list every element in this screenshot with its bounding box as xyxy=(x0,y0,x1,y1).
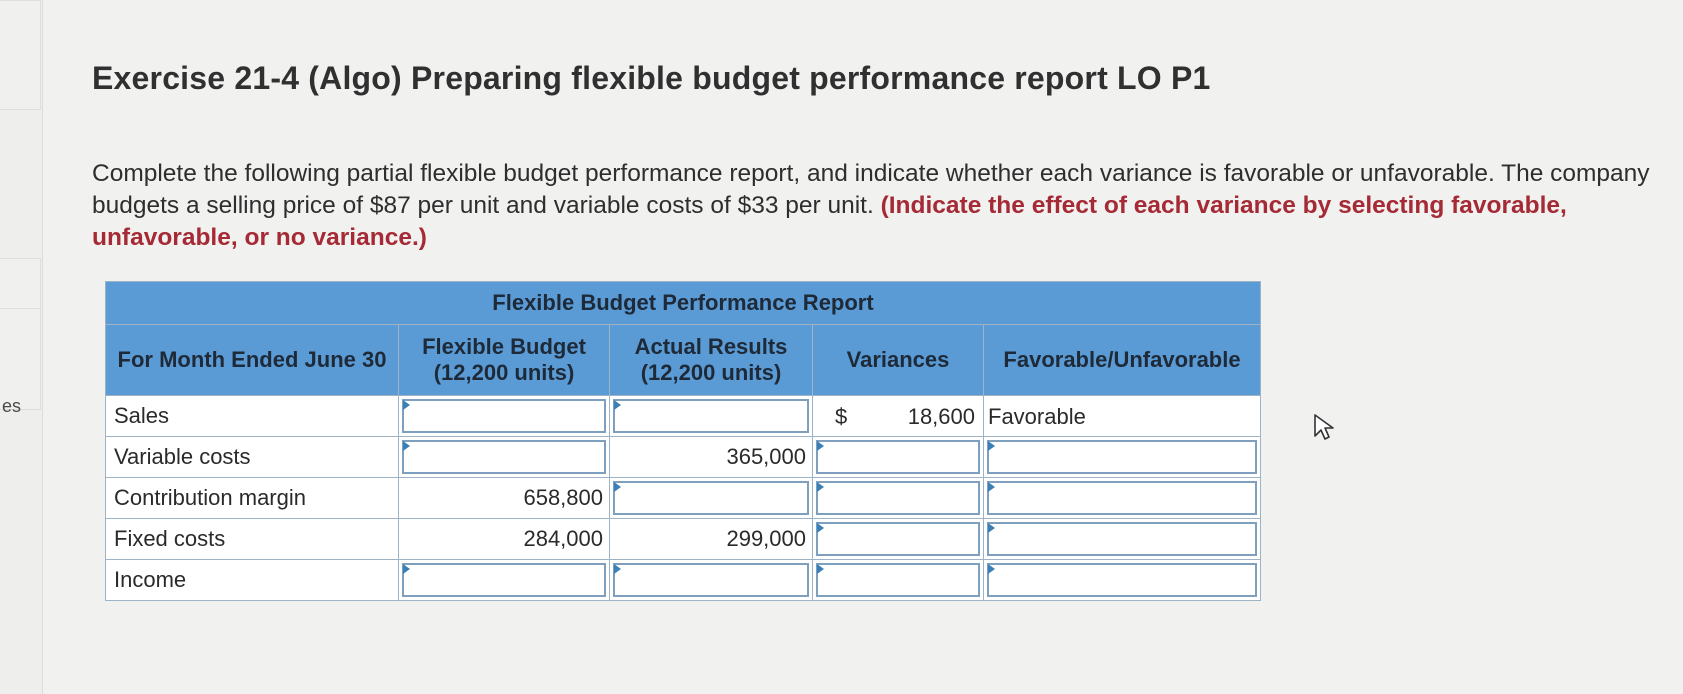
contribution-margin-variance-input[interactable] xyxy=(816,481,980,515)
income-actual-input[interactable] xyxy=(613,563,809,597)
instructions-text: Complete the following partial flexible … xyxy=(92,160,1650,219)
row-label-fixed-costs: Fixed costs xyxy=(105,518,399,560)
flexible-budget-report-table: Flexible Budget Performance Report For M… xyxy=(105,281,1261,601)
sidebar-partial-label: es xyxy=(2,396,22,416)
instructions-highlight: (Indicate the effect of each variance by… xyxy=(92,192,1567,251)
sidebar-panel[interactable] xyxy=(0,308,41,410)
table-row: Fixed costs 284,000 299,000 xyxy=(105,518,1261,560)
table-row: Sales $ 18,600 Favorable xyxy=(105,395,1261,437)
contribution-margin-flexible-value: 658,800 xyxy=(398,477,610,519)
sales-flexible-input[interactable] xyxy=(402,399,606,433)
page-title: Exercise 21-4 (Algo) Preparing flexible … xyxy=(92,60,1211,96)
contribution-margin-actual-cell xyxy=(609,477,813,519)
sales-flexible-cell xyxy=(398,395,610,437)
header-variances: Variances xyxy=(812,324,984,396)
sales-variance-value: 18,600 xyxy=(907,404,975,429)
report-title: Flexible Budget Performance Report xyxy=(105,281,1261,325)
row-label-contribution-margin: Contribution margin xyxy=(105,477,399,519)
income-actual-cell xyxy=(609,559,813,601)
header-period: For Month Ended June 30 xyxy=(105,324,399,396)
left-sidebar xyxy=(0,0,43,694)
mouse-pointer-icon xyxy=(1314,414,1334,440)
variable-costs-flexible-cell xyxy=(398,436,610,478)
variable-costs-favorable-cell xyxy=(983,436,1261,478)
header-favorable-unfavorable: Favorable/Unfavorable xyxy=(983,324,1261,396)
fixed-costs-favorable-cell xyxy=(983,518,1261,560)
sidebar-panel[interactable] xyxy=(0,258,41,310)
fixed-costs-favorable-select[interactable] xyxy=(987,522,1257,556)
income-favorable-cell xyxy=(983,559,1261,601)
contribution-margin-favorable-select[interactable] xyxy=(987,481,1257,515)
fixed-costs-variance-cell xyxy=(812,518,984,560)
sales-favorable-cell: Favorable xyxy=(983,395,1261,437)
variable-costs-flexible-input[interactable] xyxy=(402,440,606,474)
income-variance-input[interactable] xyxy=(816,563,980,597)
header-flexible-budget: Flexible Budget (12,200 units) xyxy=(398,324,610,396)
header-actual-results-units: (12,200 units) xyxy=(640,360,782,385)
income-favorable-select[interactable] xyxy=(987,563,1257,597)
contribution-margin-variance-cell xyxy=(812,477,984,519)
variable-costs-favorable-select[interactable] xyxy=(987,440,1257,474)
table-row: Contribution margin 658,800 xyxy=(105,477,1261,519)
header-actual-results: Actual Results (12,200 units) xyxy=(609,324,813,396)
sidebar-panel[interactable] xyxy=(0,0,41,110)
table-row: Income xyxy=(105,559,1261,601)
row-label-variable-costs: Variable costs xyxy=(105,436,399,478)
instructions: Complete the following partial flexible … xyxy=(92,158,1672,254)
table-row: Variable costs 365,000 xyxy=(105,436,1261,478)
sales-actual-input[interactable] xyxy=(613,399,809,433)
variable-costs-variance-cell xyxy=(812,436,984,478)
sales-variance-cell: $ 18,600 xyxy=(812,395,984,437)
income-flexible-input[interactable] xyxy=(402,563,606,597)
income-flexible-cell xyxy=(398,559,610,601)
variable-costs-variance-input[interactable] xyxy=(816,440,980,474)
row-label-income: Income xyxy=(105,559,399,601)
income-variance-cell xyxy=(812,559,984,601)
sales-actual-cell xyxy=(609,395,813,437)
header-flexible-budget-units: (12,200 units) xyxy=(433,360,575,385)
fixed-costs-actual-value: 299,000 xyxy=(609,518,813,560)
header-flexible-budget-title: Flexible Budget xyxy=(422,334,586,359)
variable-costs-actual-value: 365,000 xyxy=(609,436,813,478)
sales-variance-currency: $ xyxy=(835,404,848,429)
sales-favorable-value: Favorable xyxy=(988,404,1086,429)
contribution-margin-favorable-cell xyxy=(983,477,1261,519)
fixed-costs-flexible-value: 284,000 xyxy=(398,518,610,560)
header-actual-results-title: Actual Results xyxy=(634,334,788,359)
fixed-costs-variance-input[interactable] xyxy=(816,522,980,556)
contribution-margin-actual-input[interactable] xyxy=(613,481,809,515)
row-label-sales: Sales xyxy=(105,395,399,437)
